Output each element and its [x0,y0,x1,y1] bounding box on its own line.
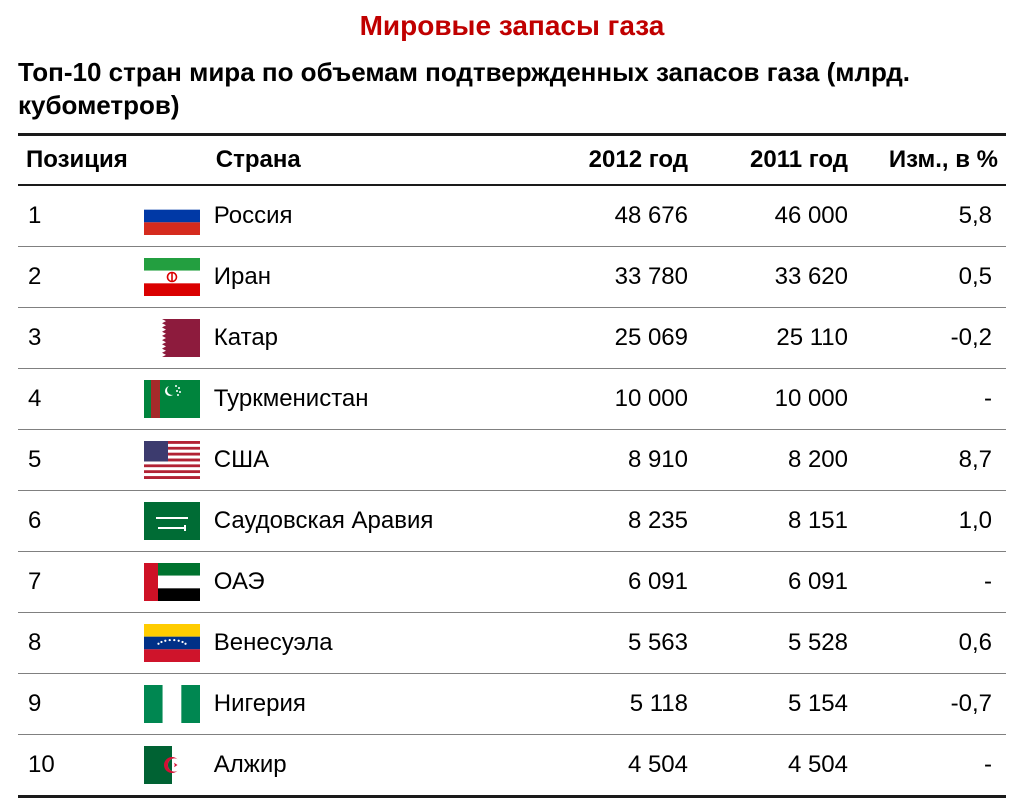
cell-flag [136,369,208,430]
table-row: 6 Саудовская Аравия8 2358 1511,0 [18,491,1006,552]
algeria-flag-icon [144,746,200,784]
nigeria-flag-icon [144,685,200,723]
cell-country: Алжир [208,735,536,797]
saudi-flag-icon [144,502,200,540]
cell-2012: 33 780 [536,247,696,308]
cell-2011: 25 110 [696,308,856,369]
table-row: 4Туркменистан10 00010 000- [18,369,1006,430]
cell-country: ОАЭ [208,552,536,613]
iran-flag-icon [144,258,200,296]
cell-2011: 10 000 [696,369,856,430]
cell-change: 8,7 [856,430,1006,491]
table-header-row: Позиция Страна 2012 год 2011 год Изм., в… [18,135,1006,186]
cell-country: Венесуэла [208,613,536,674]
cell-2012: 4 504 [536,735,696,797]
cell-flag [136,552,208,613]
cell-country: Туркменистан [208,369,536,430]
table-row: 5 США8 9108 2008,7 [18,430,1006,491]
cell-2011: 46 000 [696,185,856,247]
cell-country: Саудовская Аравия [208,491,536,552]
cell-position: 8 [18,613,136,674]
cell-flag [136,491,208,552]
cell-change: - [856,552,1006,613]
venezuela-flag-icon [144,624,200,662]
subtitle: Топ-10 стран мира по объемам подтвержден… [18,56,1006,121]
cell-flag [136,308,208,369]
cell-position: 3 [18,308,136,369]
col-country: Страна [208,135,536,186]
cell-change: - [856,735,1006,797]
cell-flag [136,430,208,491]
cell-country: Иран [208,247,536,308]
cell-2011: 8 200 [696,430,856,491]
table-row: 9 Нигерия5 1185 154-0,7 [18,674,1006,735]
cell-flag [136,735,208,797]
cell-change: 1,0 [856,491,1006,552]
col-change: Изм., в % [856,135,1006,186]
col-flag [136,135,208,186]
cell-2011: 5 528 [696,613,856,674]
table-row: 10 Алжир4 5044 504- [18,735,1006,797]
cell-2012: 25 069 [536,308,696,369]
cell-position: 9 [18,674,136,735]
cell-position: 2 [18,247,136,308]
table-row: 7ОАЭ6 0916 091- [18,552,1006,613]
gas-reserves-table: Позиция Страна 2012 год 2011 год Изм., в… [18,133,1006,798]
cell-flag [136,185,208,247]
col-2012: 2012 год [536,135,696,186]
table-row: 1 Россия48 67646 0005,8 [18,185,1006,247]
cell-country: Россия [208,185,536,247]
cell-2012: 5 118 [536,674,696,735]
cell-2012: 48 676 [536,185,696,247]
turkmenistan-flag-icon [144,380,200,418]
cell-change: 5,8 [856,185,1006,247]
cell-2011: 4 504 [696,735,856,797]
usa-flag-icon [144,441,200,479]
cell-2012: 10 000 [536,369,696,430]
cell-2012: 8 910 [536,430,696,491]
cell-position: 4 [18,369,136,430]
cell-2011: 33 620 [696,247,856,308]
cell-change: - [856,369,1006,430]
col-2011: 2011 год [696,135,856,186]
cell-change: -0,7 [856,674,1006,735]
russia-flag-icon [144,197,200,235]
cell-change: 0,6 [856,613,1006,674]
table-row: 3 Катар25 06925 110-0,2 [18,308,1006,369]
cell-position: 1 [18,185,136,247]
cell-position: 6 [18,491,136,552]
main-title: Мировые запасы газа [18,10,1006,42]
qatar-flag-icon [144,319,200,357]
cell-2011: 8 151 [696,491,856,552]
cell-position: 7 [18,552,136,613]
cell-flag [136,674,208,735]
cell-flag [136,613,208,674]
cell-2012: 5 563 [536,613,696,674]
cell-change: -0,2 [856,308,1006,369]
cell-change: 0,5 [856,247,1006,308]
cell-country: Катар [208,308,536,369]
cell-2011: 5 154 [696,674,856,735]
table-row: 8 Венесуэла5 5635 5280,6 [18,613,1006,674]
cell-2012: 6 091 [536,552,696,613]
cell-country: США [208,430,536,491]
cell-position: 10 [18,735,136,797]
table-row: 2 Иран33 78033 6200,5 [18,247,1006,308]
cell-country: Нигерия [208,674,536,735]
cell-flag [136,247,208,308]
cell-2011: 6 091 [696,552,856,613]
cell-2012: 8 235 [536,491,696,552]
uae-flag-icon [144,563,200,601]
col-position: Позиция [18,135,136,186]
cell-position: 5 [18,430,136,491]
